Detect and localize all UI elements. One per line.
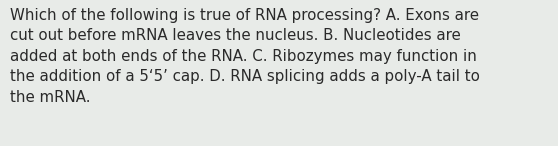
Text: Which of the following is true of RNA processing? A. Exons are
cut out before mR: Which of the following is true of RNA pr… [10, 8, 480, 105]
